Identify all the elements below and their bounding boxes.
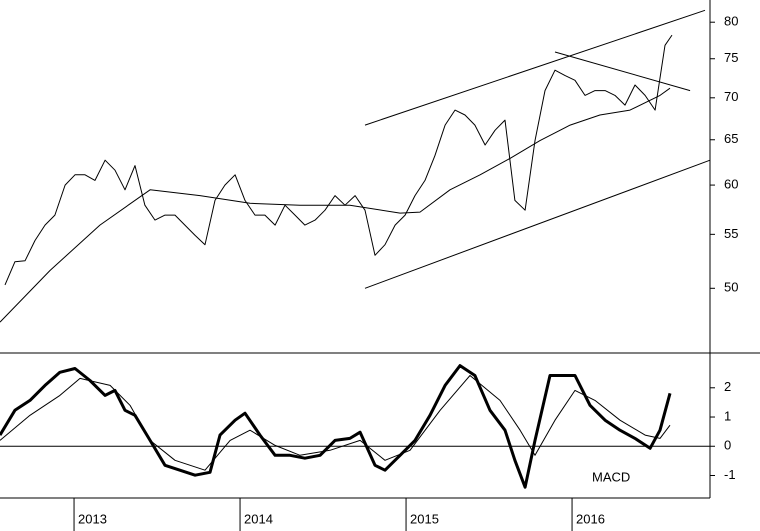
y-tick-label: 0 <box>724 438 731 453</box>
y-tick-label: -1 <box>724 467 736 482</box>
series-line <box>364 9 706 126</box>
series-line <box>0 87 671 323</box>
y-tick-label: 65 <box>724 131 738 146</box>
series-line <box>0 375 671 471</box>
x-tick-label: 2016 <box>576 511 605 526</box>
y-tick-label: 60 <box>724 177 738 192</box>
y-tick-label: 70 <box>724 89 738 104</box>
y-tick-label: 80 <box>724 14 738 29</box>
y-tick-label: 1 <box>724 408 731 423</box>
y-tick-label: 2 <box>724 379 731 394</box>
series-line <box>364 159 711 289</box>
x-tick-label: 2013 <box>78 511 107 526</box>
x-tick-label: 2015 <box>410 511 439 526</box>
y-tick-label: 75 <box>724 50 738 65</box>
series-line <box>554 51 691 92</box>
x-tick-label: 2014 <box>244 511 273 526</box>
series-line <box>0 364 672 489</box>
y-tick-label: 55 <box>724 226 738 241</box>
macd-label: MACD <box>592 469 630 484</box>
series-line <box>4 34 673 286</box>
y-tick-label: 50 <box>724 280 738 295</box>
